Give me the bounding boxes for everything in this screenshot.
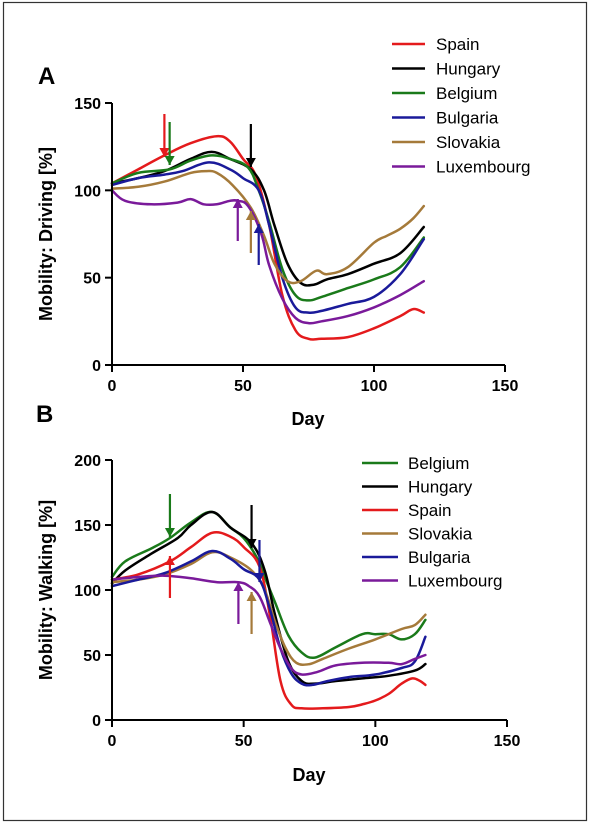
panel-a-legend-label: Slovakia (436, 133, 501, 152)
panel-a-y-axis-title: Mobility: Driving [%] (36, 147, 56, 321)
panel-a-legend-item-slovakia: Slovakia (392, 133, 501, 152)
panel-a-y-tick-label: 100 (74, 183, 101, 200)
panel-a-legend-item-spain: Spain (392, 35, 479, 54)
panel-a: A 0 50 100 150 0 50 100 150 Day Mobility: Drivi… (36, 35, 531, 429)
panel-a-legend-item-hungary: Hungary (392, 60, 501, 79)
panel-b-legend-item-bulgaria: Bulgaria (362, 548, 471, 567)
panel-a-arrow-luxembourg (232, 199, 243, 241)
panel-a-legend-label: Luxembourg (436, 158, 531, 177)
panel-a-legend-label: Bulgaria (436, 109, 499, 128)
panel-b-x-axis-title: Day (292, 765, 325, 785)
panel-b-line-luxembourg (110, 574, 427, 676)
panel-a-x-tick-label: 150 (492, 378, 519, 395)
panel-b-y-axis-title: Mobility: Walking [%] (36, 500, 56, 680)
panel-a-ticks: 0 50 100 150 0 50 100 150 (74, 96, 518, 395)
panel-a-legend-item-bulgaria: Bulgaria (392, 109, 499, 128)
panel-b-legend-item-hungary: Hungary (362, 478, 473, 497)
panel-b-arrow-bulgaria (254, 540, 265, 582)
panel-b-y-tick-label: 150 (74, 518, 101, 535)
panel-b-x-tick-label: 150 (494, 733, 521, 750)
panel-a-line-bulgaria (110, 161, 426, 315)
panel-a-x-tick-label: 0 (108, 378, 117, 395)
panel-b-arrow-hungary (246, 505, 257, 548)
panel-a-legend-item-luxembourg: Luxembourg (392, 158, 531, 177)
panel-b-arrow-luxembourg (233, 582, 244, 624)
panel-a-x-axis-title: Day (291, 409, 324, 429)
panel-b-legend-item-spain: Spain (362, 501, 451, 520)
panel-b-x-tick-label: 50 (235, 733, 253, 750)
panel-a-legend-label: Hungary (436, 60, 501, 79)
panel-b-y-tick-label: 0 (92, 713, 101, 730)
panel-b-legend-item-belgium: Belgium (362, 454, 469, 473)
panel-a-line-spain (110, 134, 426, 341)
panel-b-legend-label: Spain (408, 501, 451, 520)
panel-b-series (110, 510, 427, 710)
panel-b-line-slovakia (110, 550, 427, 667)
panel-a-arrow-hungary (245, 124, 256, 167)
panel-b-legend-label: Bulgaria (408, 548, 471, 567)
panel-b-arrow-belgium (164, 494, 175, 537)
panel-b-line-spain (110, 530, 427, 710)
panel-a-arrow-belgium (164, 122, 175, 165)
panel-a-y-tick-label: 50 (83, 271, 101, 288)
panel-a-line-slovakia (110, 169, 426, 285)
panel-b-x-tick-label: 100 (362, 733, 389, 750)
panel-a-y-tick-label: 150 (74, 96, 101, 113)
panel-a-line-belgium (110, 154, 426, 302)
panel-a-y-tick-label: 0 (92, 358, 101, 375)
panel-a-arrow-spain (159, 114, 170, 157)
panel-a-legend-label: Belgium (436, 84, 497, 103)
panel-b-line-hungary (110, 510, 427, 686)
panel-a-legend-label: Spain (436, 35, 479, 54)
panel-b-x-tick-label: 0 (108, 733, 117, 750)
panel-a-label: A (38, 63, 55, 90)
panel-b-legend-label: Belgium (408, 454, 469, 473)
panel-a-event-arrows (159, 114, 264, 265)
panel-b-legend-label: Hungary (408, 478, 473, 497)
panel-b-arrow-spain (164, 556, 175, 598)
panel-b-legend-item-slovakia: Slovakia (362, 525, 473, 544)
panel-b-y-tick-label: 200 (74, 453, 101, 470)
panel-b-arrow-slovakia (246, 592, 257, 634)
panel-b-line-belgium (110, 510, 427, 660)
panel-a-line-luxembourg (110, 189, 426, 325)
panel-a-x-tick-label: 100 (361, 378, 388, 395)
panel-a-arrow-bulgaria (253, 224, 264, 265)
panel-b-y-tick-label: 50 (83, 648, 101, 665)
panel-a-legend: Spain Hungary Belgium Bulgaria Slovakia Luxem… (392, 35, 531, 177)
panel-a-series (110, 134, 426, 341)
panel-a-x-tick-label: 50 (234, 378, 252, 395)
panel-b-legend-item-luxembourg: Luxembourg (362, 572, 503, 591)
panel-b-legend: Belgium Hungary Spain Slovakia Bulgaria Luxem… (362, 454, 503, 591)
panel-a-arrow-slovakia (245, 211, 256, 253)
panel-a-line-hungary (110, 150, 426, 287)
panel-b-y-tick-label: 100 (74, 583, 101, 600)
panel-b: B 0 50 100 150 0 50 100 150 200 Day Mobility: Wa… (36, 401, 520, 785)
panel-b-legend-label: Luxembourg (408, 572, 503, 591)
panel-b-ticks: 0 50 100 150 0 50 100 150 200 (74, 453, 520, 750)
panel-b-legend-label: Slovakia (408, 525, 473, 544)
panel-b-label: B (36, 401, 53, 428)
panel-b-event-arrows (164, 494, 265, 634)
panel-a-legend-item-belgium: Belgium (392, 84, 497, 103)
